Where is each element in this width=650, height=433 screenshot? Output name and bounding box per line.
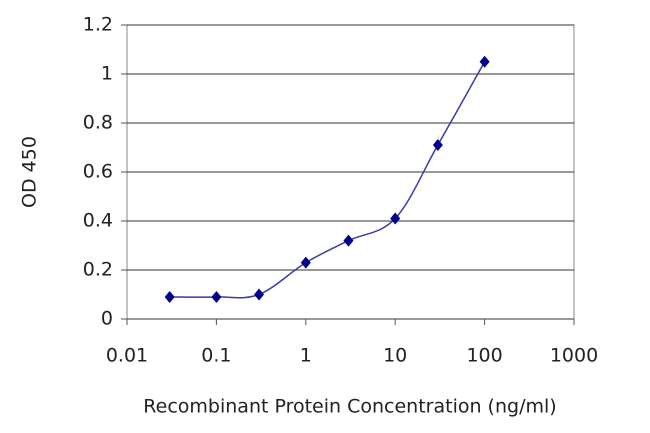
- y-tick-label: 1.2: [83, 14, 113, 36]
- y-tick-label: 0.6: [83, 161, 113, 183]
- data-point: [211, 290, 222, 303]
- x-tick-label: 10: [383, 345, 407, 367]
- y-axis-label: OD 450: [19, 136, 41, 208]
- y-tick-label: 0: [101, 308, 113, 330]
- data-point: [390, 212, 401, 225]
- x-tick-label: 1000: [550, 345, 598, 367]
- x-tick-label: 0.01: [106, 345, 148, 367]
- x-axis-label: Recombinant Protein Concentration (ng/ml…: [143, 396, 556, 418]
- y-tick-label: 1: [101, 63, 113, 85]
- data-point: [164, 290, 175, 303]
- x-tick-label: 100: [466, 345, 502, 367]
- x-tick-label: 0.1: [201, 345, 231, 367]
- y-tick-label: 0.2: [83, 259, 113, 281]
- data-point: [300, 256, 311, 269]
- data-point: [432, 139, 443, 152]
- data-point: [343, 234, 354, 247]
- data-point: [254, 288, 265, 301]
- x-tick-label: 1: [300, 345, 312, 367]
- y-tick-label: 0.4: [83, 210, 113, 232]
- data-point: [479, 55, 490, 68]
- y-tick-label: 0.8: [83, 112, 113, 134]
